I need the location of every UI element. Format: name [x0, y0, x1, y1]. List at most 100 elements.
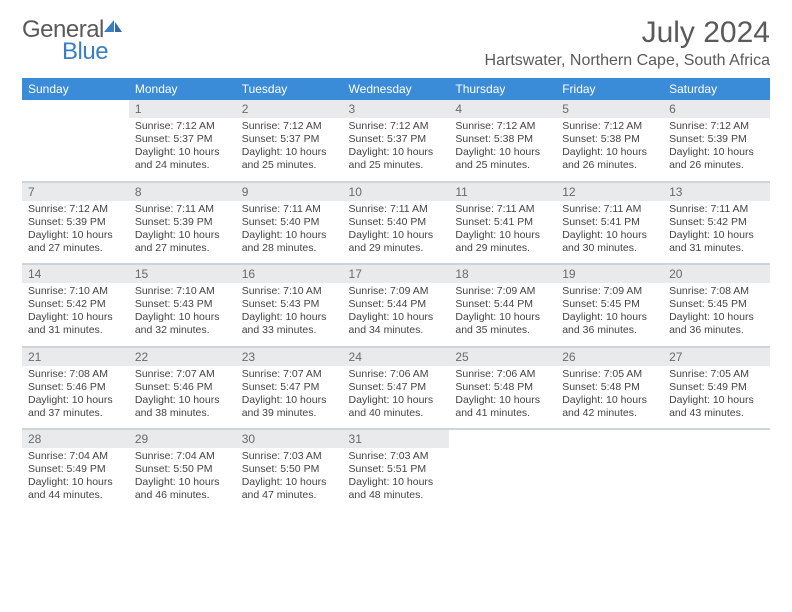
sunset-line: Sunset: 5:43 PM: [242, 298, 337, 311]
sunrise-line: Sunrise: 7:06 AM: [349, 368, 444, 381]
day-body: Sunrise: 7:10 AMSunset: 5:43 PMDaylight:…: [129, 283, 236, 346]
day-cell: 6Sunrise: 7:12 AMSunset: 5:39 PMDaylight…: [663, 100, 770, 182]
day-body: Sunrise: 7:12 AMSunset: 5:37 PMDaylight:…: [236, 118, 343, 181]
day-body: [22, 104, 129, 164]
sunrise-line: Sunrise: 7:07 AM: [242, 368, 337, 381]
day-body: Sunrise: 7:12 AMSunset: 5:39 PMDaylight:…: [22, 201, 129, 264]
day-body: Sunrise: 7:10 AMSunset: 5:42 PMDaylight:…: [22, 283, 129, 346]
week-row: 7Sunrise: 7:12 AMSunset: 5:39 PMDaylight…: [22, 182, 770, 265]
sunrise-line: Sunrise: 7:11 AM: [242, 203, 337, 216]
day-body: Sunrise: 7:12 AMSunset: 5:37 PMDaylight:…: [129, 118, 236, 181]
daylight-line: Daylight: 10 hours and 35 minutes.: [455, 311, 550, 337]
day-body: Sunrise: 7:08 AMSunset: 5:46 PMDaylight:…: [22, 366, 129, 429]
day-cell: 28Sunrise: 7:04 AMSunset: 5:49 PMDayligh…: [22, 429, 129, 511]
daylight-line: Daylight: 10 hours and 29 minutes.: [349, 229, 444, 255]
sunset-line: Sunset: 5:49 PM: [669, 381, 764, 394]
calendar-table: Sunday Monday Tuesday Wednesday Thursday…: [22, 78, 770, 511]
sunrise-line: Sunrise: 7:11 AM: [562, 203, 657, 216]
day-body: Sunrise: 7:11 AMSunset: 5:39 PMDaylight:…: [129, 201, 236, 264]
day-cell: 21Sunrise: 7:08 AMSunset: 5:46 PMDayligh…: [22, 347, 129, 430]
day-cell: [556, 429, 663, 511]
day-body: Sunrise: 7:03 AMSunset: 5:50 PMDaylight:…: [236, 448, 343, 511]
daylight-line: Daylight: 10 hours and 41 minutes.: [455, 394, 550, 420]
sunrise-line: Sunrise: 7:12 AM: [242, 120, 337, 133]
daylight-line: Daylight: 10 hours and 29 minutes.: [455, 229, 550, 255]
day-cell: 4Sunrise: 7:12 AMSunset: 5:38 PMDaylight…: [449, 100, 556, 182]
daylight-line: Daylight: 10 hours and 47 minutes.: [242, 476, 337, 502]
week-row: 21Sunrise: 7:08 AMSunset: 5:46 PMDayligh…: [22, 347, 770, 430]
dow-friday: Friday: [556, 78, 663, 100]
day-body: Sunrise: 7:08 AMSunset: 5:45 PMDaylight:…: [663, 283, 770, 346]
day-number: 19: [556, 265, 663, 283]
day-cell: 26Sunrise: 7:05 AMSunset: 5:48 PMDayligh…: [556, 347, 663, 430]
day-body: [556, 434, 663, 494]
daylight-line: Daylight: 10 hours and 25 minutes.: [455, 146, 550, 172]
sunrise-line: Sunrise: 7:09 AM: [455, 285, 550, 298]
daylight-line: Daylight: 10 hours and 32 minutes.: [135, 311, 230, 337]
sail-icon: [102, 13, 124, 29]
day-body: Sunrise: 7:04 AMSunset: 5:49 PMDaylight:…: [22, 448, 129, 511]
sunrise-line: Sunrise: 7:11 AM: [455, 203, 550, 216]
week-row: 28Sunrise: 7:04 AMSunset: 5:49 PMDayligh…: [22, 429, 770, 511]
day-number: 9: [236, 183, 343, 201]
day-number: 14: [22, 265, 129, 283]
day-body: Sunrise: 7:06 AMSunset: 5:47 PMDaylight:…: [343, 366, 450, 429]
logo: General Blue: [22, 16, 124, 72]
day-cell: [22, 100, 129, 182]
sunset-line: Sunset: 5:39 PM: [135, 216, 230, 229]
day-number: 17: [343, 265, 450, 283]
day-body: Sunrise: 7:12 AMSunset: 5:38 PMDaylight:…: [556, 118, 663, 181]
sunrise-line: Sunrise: 7:05 AM: [669, 368, 764, 381]
sunset-line: Sunset: 5:40 PM: [349, 216, 444, 229]
sunset-line: Sunset: 5:47 PM: [242, 381, 337, 394]
day-cell: 1Sunrise: 7:12 AMSunset: 5:37 PMDaylight…: [129, 100, 236, 182]
day-body: Sunrise: 7:04 AMSunset: 5:50 PMDaylight:…: [129, 448, 236, 511]
sunrise-line: Sunrise: 7:05 AM: [562, 368, 657, 381]
sunset-line: Sunset: 5:42 PM: [669, 216, 764, 229]
day-body: Sunrise: 7:05 AMSunset: 5:49 PMDaylight:…: [663, 366, 770, 429]
daylight-line: Daylight: 10 hours and 28 minutes.: [242, 229, 337, 255]
daylight-line: Daylight: 10 hours and 25 minutes.: [349, 146, 444, 172]
day-body: Sunrise: 7:09 AMSunset: 5:44 PMDaylight:…: [343, 283, 450, 346]
day-cell: 10Sunrise: 7:11 AMSunset: 5:40 PMDayligh…: [343, 182, 450, 265]
day-cell: 5Sunrise: 7:12 AMSunset: 5:38 PMDaylight…: [556, 100, 663, 182]
sunset-line: Sunset: 5:38 PM: [562, 133, 657, 146]
daylight-line: Daylight: 10 hours and 31 minutes.: [28, 311, 123, 337]
sunrise-line: Sunrise: 7:03 AM: [242, 450, 337, 463]
day-body: [663, 434, 770, 494]
sunrise-line: Sunrise: 7:08 AM: [669, 285, 764, 298]
day-body: Sunrise: 7:11 AMSunset: 5:40 PMDaylight:…: [343, 201, 450, 264]
day-number: 26: [556, 348, 663, 366]
daylight-line: Daylight: 10 hours and 31 minutes.: [669, 229, 764, 255]
sunset-line: Sunset: 5:45 PM: [669, 298, 764, 311]
day-body: Sunrise: 7:11 AMSunset: 5:40 PMDaylight:…: [236, 201, 343, 264]
day-number: 31: [343, 430, 450, 448]
day-body: Sunrise: 7:12 AMSunset: 5:38 PMDaylight:…: [449, 118, 556, 181]
day-number: 13: [663, 183, 770, 201]
sunrise-line: Sunrise: 7:07 AM: [135, 368, 230, 381]
sunset-line: Sunset: 5:51 PM: [349, 463, 444, 476]
day-cell: 16Sunrise: 7:10 AMSunset: 5:43 PMDayligh…: [236, 264, 343, 347]
logo-text: General Blue: [22, 16, 124, 72]
sunset-line: Sunset: 5:37 PM: [349, 133, 444, 146]
sunset-line: Sunset: 5:44 PM: [455, 298, 550, 311]
dow-tuesday: Tuesday: [236, 78, 343, 100]
dow-thursday: Thursday: [449, 78, 556, 100]
day-number: 23: [236, 348, 343, 366]
sunrise-line: Sunrise: 7:12 AM: [562, 120, 657, 133]
daylight-line: Daylight: 10 hours and 48 minutes.: [349, 476, 444, 502]
sunrise-line: Sunrise: 7:11 AM: [349, 203, 444, 216]
day-number: 12: [556, 183, 663, 201]
sunrise-line: Sunrise: 7:10 AM: [242, 285, 337, 298]
dow-row: Sunday Monday Tuesday Wednesday Thursday…: [22, 78, 770, 100]
day-cell: 2Sunrise: 7:12 AMSunset: 5:37 PMDaylight…: [236, 100, 343, 182]
day-cell: 13Sunrise: 7:11 AMSunset: 5:42 PMDayligh…: [663, 182, 770, 265]
day-number: 28: [22, 430, 129, 448]
day-number: 7: [22, 183, 129, 201]
day-body: Sunrise: 7:06 AMSunset: 5:48 PMDaylight:…: [449, 366, 556, 429]
daylight-line: Daylight: 10 hours and 30 minutes.: [562, 229, 657, 255]
week-row: 1Sunrise: 7:12 AMSunset: 5:37 PMDaylight…: [22, 100, 770, 182]
day-body: Sunrise: 7:12 AMSunset: 5:37 PMDaylight:…: [343, 118, 450, 181]
day-cell: 7Sunrise: 7:12 AMSunset: 5:39 PMDaylight…: [22, 182, 129, 265]
week-row: 14Sunrise: 7:10 AMSunset: 5:42 PMDayligh…: [22, 264, 770, 347]
